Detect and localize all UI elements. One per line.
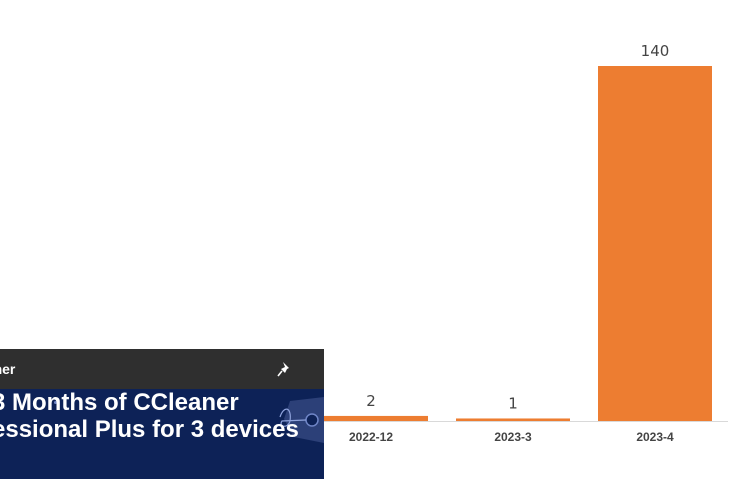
x-tick-label-2022-12: 2022-12 bbox=[349, 430, 393, 444]
ccleaner-notification-popup[interactable]: eaner 3 Months of CCleaner essional Plus… bbox=[0, 349, 324, 479]
x-tick-label-2023-4: 2023-4 bbox=[636, 430, 674, 444]
promo-headline-line-1: 3 Months of CCleaner bbox=[0, 389, 239, 416]
data-label-2023-4: 140 bbox=[641, 42, 670, 60]
popup-header: eaner bbox=[0, 349, 324, 389]
popup-title: eaner bbox=[0, 361, 16, 377]
popup-banner[interactable] bbox=[0, 389, 324, 479]
x-tick-label-2023-3: 2023-3 bbox=[494, 430, 532, 444]
bar-2022-12 bbox=[314, 415, 428, 421]
data-label-2023-3: 1 bbox=[508, 394, 518, 412]
promo-headline-line-2: essional Plus for 3 devices bbox=[0, 416, 299, 443]
bar-2023-3 bbox=[456, 418, 570, 421]
pin-icon[interactable] bbox=[277, 361, 293, 377]
data-label-2022-12: 2 bbox=[366, 392, 376, 410]
bar-2023-4 bbox=[598, 66, 712, 421]
decorative-dot bbox=[54, 401, 57, 404]
ccleaner-logo-graphic bbox=[279, 397, 324, 443]
promo-headline: 3 Months of CCleaner essional Plus for 3… bbox=[0, 389, 324, 443]
